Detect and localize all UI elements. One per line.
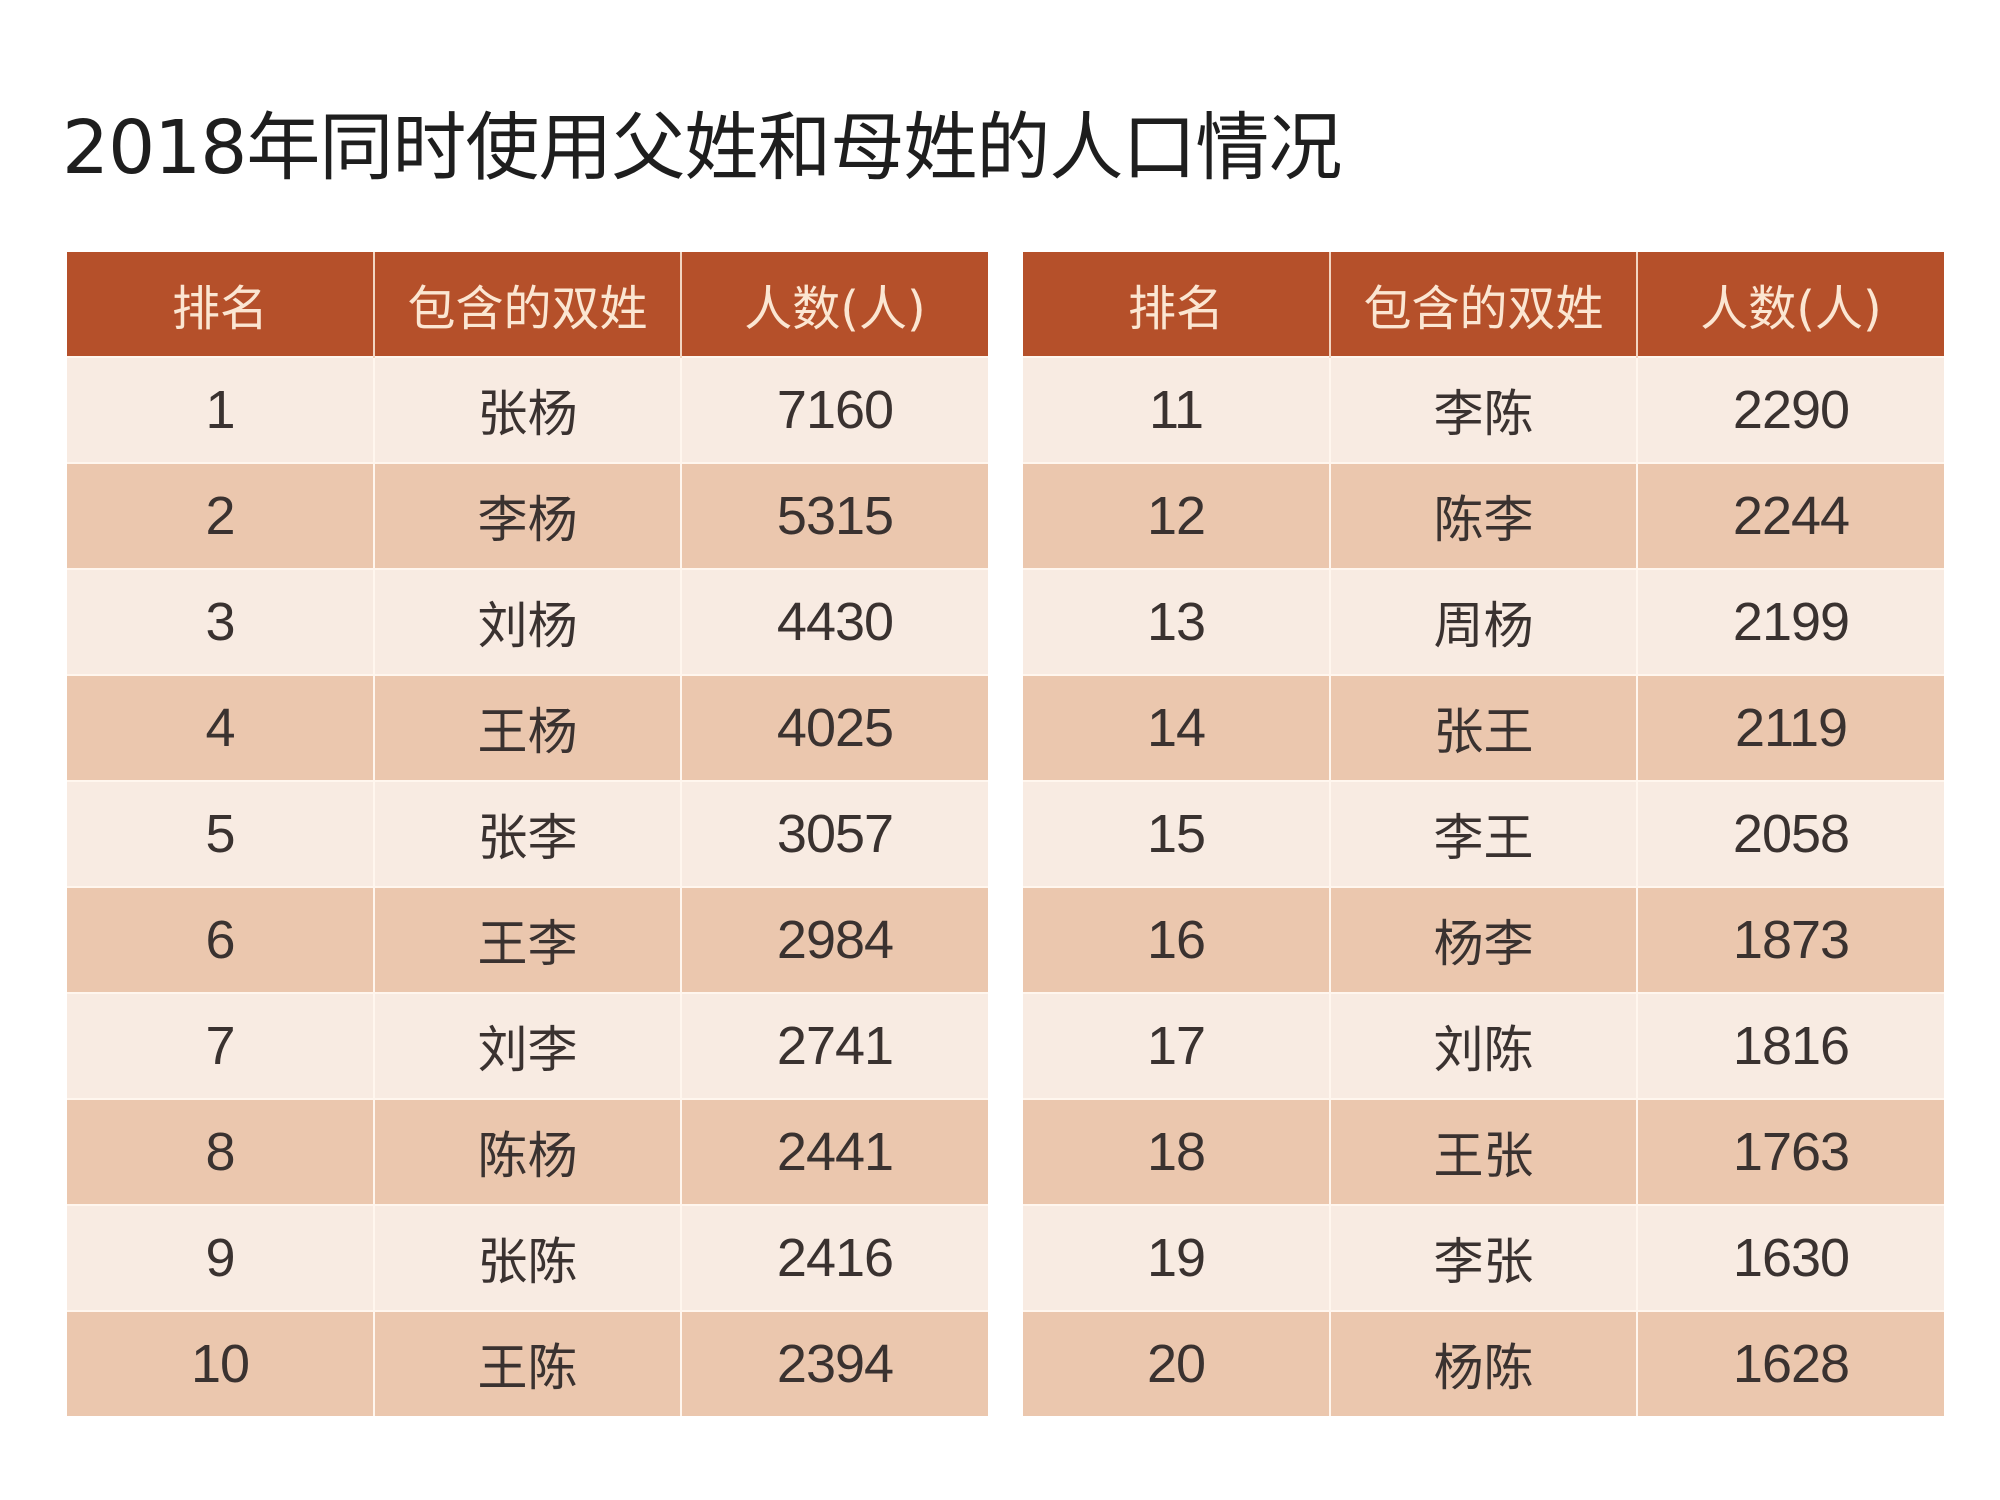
count-cell: 2984 bbox=[680, 886, 988, 993]
table-row: 13 周杨 2199 bbox=[1023, 568, 1944, 675]
rank-cell: 6 bbox=[67, 886, 374, 993]
surname-cell: 王陈 bbox=[373, 1310, 681, 1416]
table-row: 11 李陈 2290 bbox=[1023, 356, 1944, 463]
surname-cell: 周杨 bbox=[1329, 568, 1637, 675]
surname-cell: 杨陈 bbox=[1329, 1310, 1637, 1416]
surname-cell: 张杨 bbox=[373, 356, 681, 463]
count-cell: 7160 bbox=[680, 356, 988, 463]
rank-cell: 19 bbox=[1023, 1204, 1330, 1311]
surname-cell: 刘杨 bbox=[373, 568, 681, 675]
table-row: 18 王张 1763 bbox=[1023, 1098, 1944, 1205]
table-row: 2 李杨 5315 bbox=[67, 462, 988, 569]
rank-cell: 12 bbox=[1023, 462, 1330, 569]
rank-cell: 18 bbox=[1023, 1098, 1330, 1205]
surname-cell: 王张 bbox=[1329, 1098, 1637, 1205]
rank-cell: 17 bbox=[1023, 992, 1330, 1099]
count-cell: 2441 bbox=[680, 1098, 988, 1205]
table-row: 10 王陈 2394 bbox=[67, 1310, 988, 1416]
surname-cell: 李杨 bbox=[373, 462, 681, 569]
surname-cell: 陈李 bbox=[1329, 462, 1637, 569]
count-cell: 1816 bbox=[1636, 992, 1944, 1099]
table-row: 3 刘杨 4430 bbox=[67, 568, 988, 675]
surname-cell: 李王 bbox=[1329, 780, 1637, 887]
surname-cell: 李张 bbox=[1329, 1204, 1637, 1311]
count-cell: 2244 bbox=[1636, 462, 1944, 569]
count-cell: 4430 bbox=[680, 568, 988, 675]
table-row: 16 杨李 1873 bbox=[1023, 886, 1944, 993]
column-header-rank: 排名 bbox=[67, 252, 374, 357]
rank-cell: 2 bbox=[67, 462, 374, 569]
column-header-count: 人数(人) bbox=[1636, 252, 1944, 357]
count-cell: 2394 bbox=[680, 1310, 988, 1416]
rank-cell: 14 bbox=[1023, 674, 1330, 781]
rank-cell: 11 bbox=[1023, 356, 1330, 463]
count-cell: 2199 bbox=[1636, 568, 1944, 675]
table-row: 1 张杨 7160 bbox=[67, 356, 988, 463]
count-cell: 4025 bbox=[680, 674, 988, 781]
rank-cell: 1 bbox=[67, 356, 374, 463]
column-header-surname: 包含的双姓 bbox=[373, 252, 681, 357]
rank-cell: 16 bbox=[1023, 886, 1330, 993]
surname-cell: 刘陈 bbox=[1329, 992, 1637, 1099]
rank-cell: 7 bbox=[67, 992, 374, 1099]
rank-cell: 9 bbox=[67, 1204, 374, 1311]
column-header-count: 人数(人) bbox=[680, 252, 988, 357]
table-row: 6 王李 2984 bbox=[67, 886, 988, 993]
ranking-table-right: 排名 包含的双姓 人数(人) 11 李陈 2290 12 陈李 2244 13 … bbox=[1023, 252, 1944, 1416]
rank-cell: 10 bbox=[67, 1310, 374, 1416]
rank-cell: 4 bbox=[67, 674, 374, 781]
rank-cell: 5 bbox=[67, 780, 374, 887]
count-cell: 2416 bbox=[680, 1204, 988, 1311]
count-cell: 1873 bbox=[1636, 886, 1944, 993]
table-row: 9 张陈 2416 bbox=[67, 1204, 988, 1311]
table-row: 20 杨陈 1628 bbox=[1023, 1310, 1944, 1416]
table-row: 12 陈李 2244 bbox=[1023, 462, 1944, 569]
surname-cell: 张陈 bbox=[373, 1204, 681, 1311]
table-row: 7 刘李 2741 bbox=[67, 992, 988, 1099]
count-cell: 1763 bbox=[1636, 1098, 1944, 1205]
table-header-row: 排名 包含的双姓 人数(人) bbox=[1023, 252, 1944, 357]
table-header-row: 排名 包含的双姓 人数(人) bbox=[67, 252, 988, 357]
surname-cell: 杨李 bbox=[1329, 886, 1637, 993]
rank-cell: 8 bbox=[67, 1098, 374, 1205]
surname-cell: 张王 bbox=[1329, 674, 1637, 781]
surname-cell: 陈杨 bbox=[373, 1098, 681, 1205]
column-header-rank: 排名 bbox=[1023, 252, 1330, 357]
surname-cell: 李陈 bbox=[1329, 356, 1637, 463]
count-cell: 2741 bbox=[680, 992, 988, 1099]
rank-cell: 15 bbox=[1023, 780, 1330, 887]
table-row: 15 李王 2058 bbox=[1023, 780, 1944, 887]
table-row: 8 陈杨 2441 bbox=[67, 1098, 988, 1205]
rank-cell: 20 bbox=[1023, 1310, 1330, 1416]
surname-cell: 张李 bbox=[373, 780, 681, 887]
surname-cell: 王李 bbox=[373, 886, 681, 993]
count-cell: 5315 bbox=[680, 462, 988, 569]
surname-cell: 刘李 bbox=[373, 992, 681, 1099]
count-cell: 2058 bbox=[1636, 780, 1944, 887]
rank-cell: 13 bbox=[1023, 568, 1330, 675]
count-cell: 1628 bbox=[1636, 1310, 1944, 1416]
table-row: 4 王杨 4025 bbox=[67, 674, 988, 781]
table-row: 5 张李 3057 bbox=[67, 780, 988, 887]
count-cell: 2119 bbox=[1636, 674, 1944, 781]
page-title: 2018年同时使用父姓和母姓的人口情况 bbox=[62, 105, 1342, 191]
surname-cell: 王杨 bbox=[373, 674, 681, 781]
count-cell: 1630 bbox=[1636, 1204, 1944, 1311]
table-row: 19 李张 1630 bbox=[1023, 1204, 1944, 1311]
column-header-surname: 包含的双姓 bbox=[1329, 252, 1637, 357]
count-cell: 3057 bbox=[680, 780, 988, 887]
ranking-table-left: 排名 包含的双姓 人数(人) 1 张杨 7160 2 李杨 5315 3 刘杨 … bbox=[67, 252, 988, 1416]
rank-cell: 3 bbox=[67, 568, 374, 675]
count-cell: 2290 bbox=[1636, 356, 1944, 463]
table-row: 17 刘陈 1816 bbox=[1023, 992, 1944, 1099]
table-row: 14 张王 2119 bbox=[1023, 674, 1944, 781]
